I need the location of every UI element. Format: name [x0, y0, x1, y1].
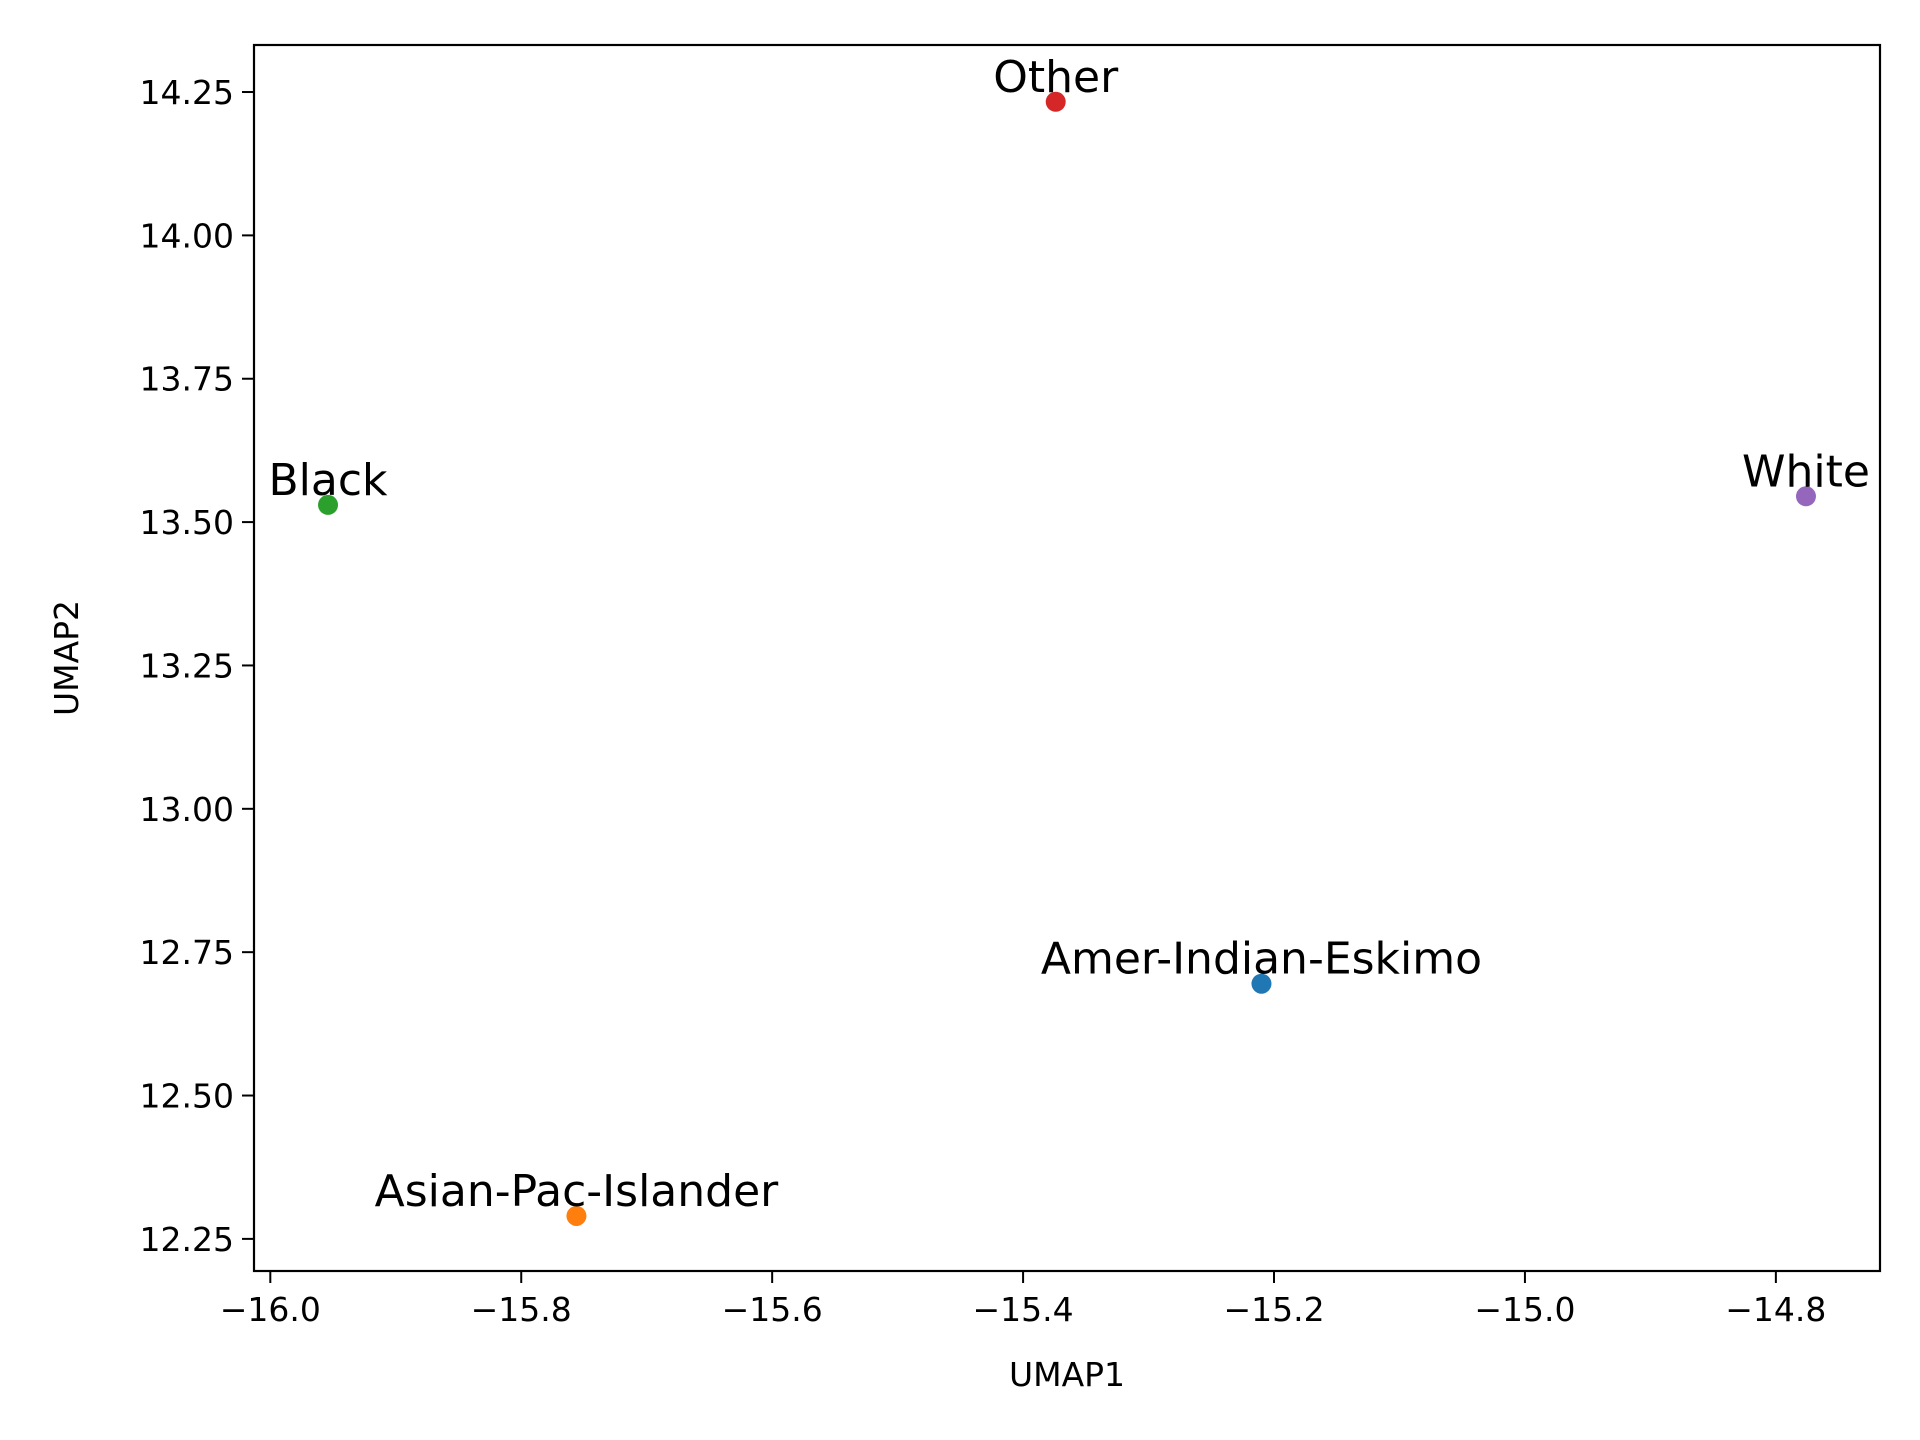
x-tick-label: −15.8	[471, 1290, 572, 1329]
y-tick-label: 12.25	[140, 1220, 234, 1259]
scatter-point	[1795, 486, 1816, 507]
y-tick-label: 14.00	[140, 216, 234, 255]
x-tick-label: −15.6	[722, 1290, 823, 1329]
y-axis-label: UMAP2	[47, 600, 86, 716]
y-tick-label: 13.25	[140, 646, 234, 685]
y-tick-label: 12.50	[140, 1077, 234, 1116]
point-label: Other	[993, 52, 1119, 103]
point-label: White	[1742, 446, 1870, 497]
y-axis: 12.25 12.50 12.75 13.00 13.25 13.50 13.75 14.00…	[140, 73, 254, 1259]
y-tick-label: 14.25	[140, 73, 234, 112]
point-label: Amer-Indian-Eskimo	[1041, 934, 1482, 985]
y-tick-label: 12.75	[140, 933, 234, 972]
point-label: Black	[268, 455, 388, 506]
point-label: Asian-Pac-Islander	[375, 1166, 780, 1217]
x-axis: −16.0 −15.8 −15.6 −15.4 −15.2 −15.0 −14.8	[220, 1271, 1826, 1329]
data-points: Amer-Indian-Eskimo Asian-Pac-Islander Blac…	[268, 52, 1870, 1226]
scatter-point	[1045, 91, 1066, 112]
x-tick-label: −14.8	[1725, 1290, 1826, 1329]
x-axis-label: UMAP1	[1009, 1355, 1125, 1394]
plot-frame	[252, 43, 1882, 1273]
y-tick-label: 13.75	[140, 360, 234, 399]
y-tick-label: 13.00	[140, 790, 234, 829]
x-tick-label: −16.0	[220, 1290, 321, 1329]
x-tick-label: −15.0	[1474, 1290, 1575, 1329]
x-tick-label: −15.2	[1223, 1290, 1324, 1329]
scatter-point	[1251, 973, 1272, 994]
x-tick-label: −15.4	[973, 1290, 1074, 1329]
scatter-point	[566, 1205, 587, 1226]
y-tick-label: 13.50	[140, 503, 234, 542]
scatter-point	[318, 494, 339, 515]
